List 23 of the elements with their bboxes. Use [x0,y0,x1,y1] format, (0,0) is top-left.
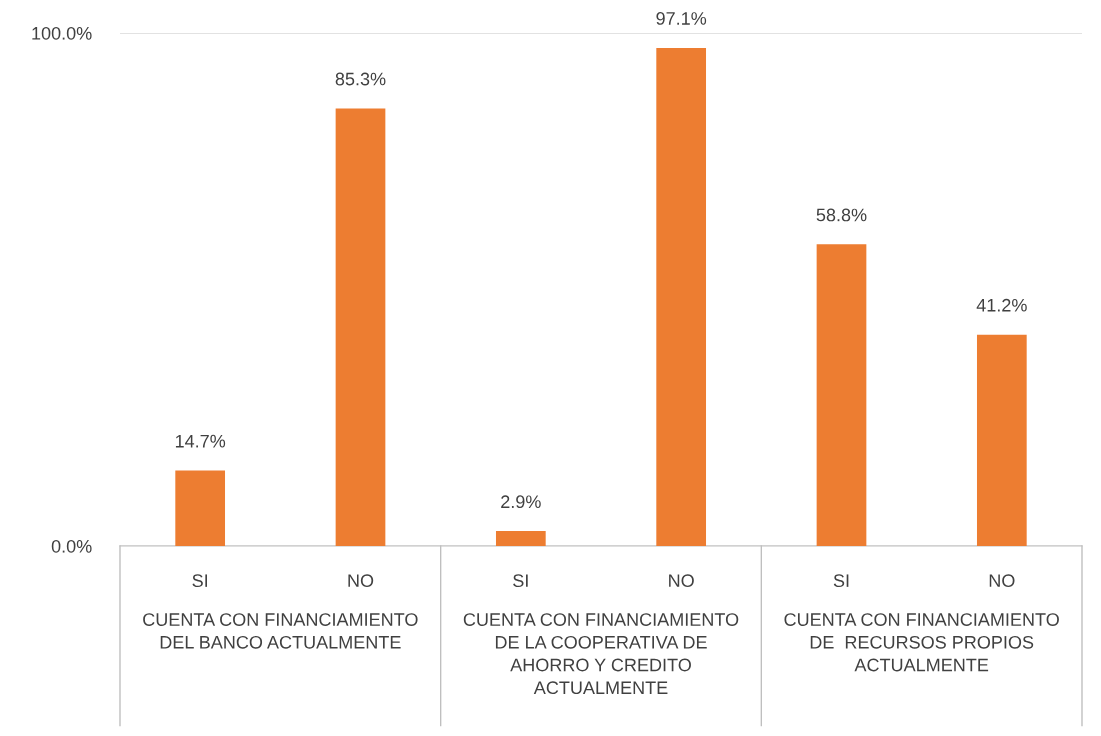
x-tick-label: NO [348,574,374,588]
bar [495,531,546,546]
bar [816,244,867,546]
data-label: 58.8% [816,208,867,222]
y-tick-label: 0.0% [51,539,92,553]
x-tick-label: SI [513,574,528,588]
bar [335,108,386,546]
x-tick-label: SI [833,574,849,588]
data-label: 41.2% [976,298,1027,312]
data-label: 85.3% [335,72,386,86]
data-label: 97.1% [656,12,707,25]
data-label: 14.7% [175,434,226,448]
bar [976,334,1027,546]
x-tick-label: NO [669,574,694,588]
x-tick-label: NO [989,574,1015,588]
text: CUENTA CON FINANCIAMIENTO DE RECURSOS PROPIOS ACTUALMENTE [784,613,1059,672]
bar [656,47,707,546]
bar [175,470,226,546]
data-label: 2.9% [501,495,541,509]
y-tick-label: 100.0% [32,26,92,40]
text: CUENTA CON FINANCIAMIENTO DEL BANCO ACTUALMENTE [143,613,418,649]
x-tick-label: SI [192,574,208,588]
text: CUENTA CON FINANCIAMIENTO DE LA COOPERATIVA DE AHORRO Y CREDITO ACTUALMENTE [463,613,739,695]
